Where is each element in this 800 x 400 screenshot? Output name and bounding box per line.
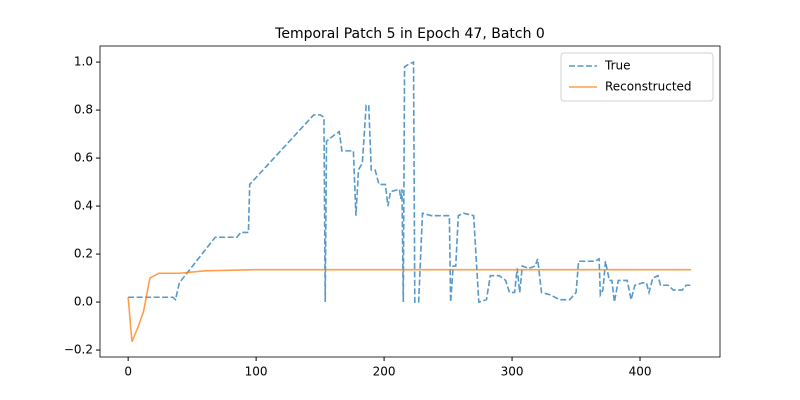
- x-tick-label: 400: [629, 365, 652, 379]
- legend-box: [560, 52, 714, 102]
- y-tick-label: 0.4: [74, 199, 93, 213]
- legend-label: Reconstructed: [605, 80, 692, 94]
- plot-frame: [99, 45, 721, 358]
- chart-title: Temporal Patch 5 in Epoch 47, Batch 0: [274, 26, 545, 42]
- data-line: [127, 268, 692, 342]
- x-tick-label: 200: [373, 365, 396, 379]
- y-tick-label: 0.8: [74, 103, 93, 117]
- x-tick-label: 100: [245, 365, 268, 379]
- data-line: [128, 60, 692, 304]
- y-tick-label: 0.2: [74, 247, 93, 261]
- y-tick-label: −0.2: [64, 343, 93, 357]
- y-tick-label: 1.0: [74, 55, 93, 69]
- y-tick-label: 0.6: [74, 151, 93, 165]
- x-tick-label: 300: [501, 365, 524, 379]
- legend-label: True: [604, 59, 631, 73]
- x-tick-label: 0: [124, 365, 132, 379]
- y-tick-label: 0.0: [74, 295, 93, 309]
